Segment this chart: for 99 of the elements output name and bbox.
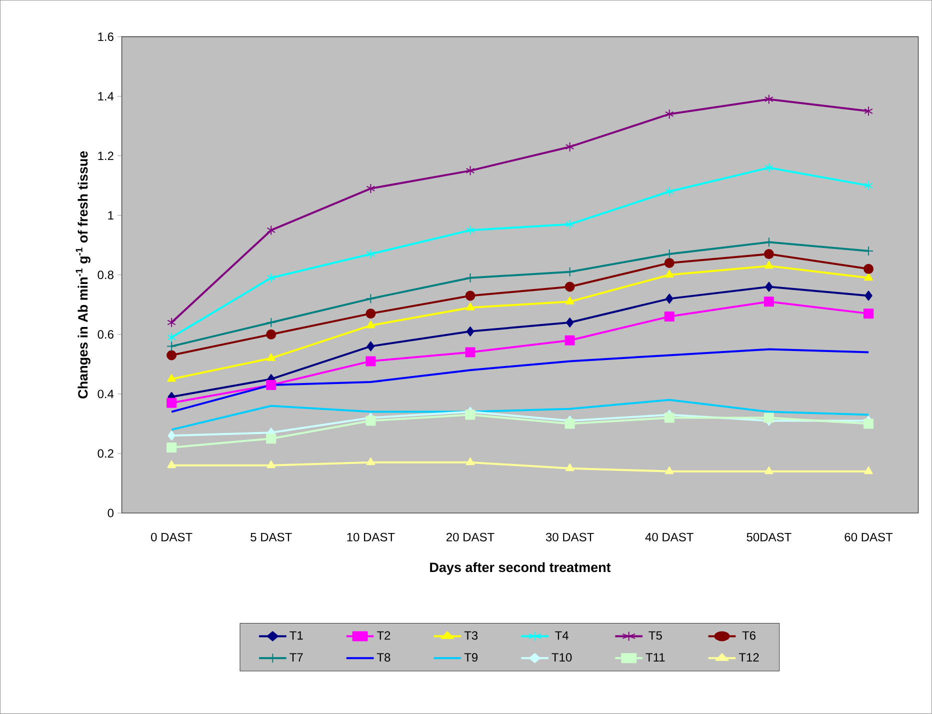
- point: [864, 264, 874, 274]
- y-tick-label: 0: [108, 508, 114, 518]
- point: [764, 412, 774, 423]
- point: [564, 418, 575, 429]
- legend-label: T1: [290, 631, 303, 640]
- point: [864, 272, 873, 281]
- legend-label: T11: [646, 653, 665, 662]
- legend-label: T7: [290, 653, 303, 662]
- point: [566, 318, 574, 328]
- x-axis-title: Days after second treatment: [430, 562, 611, 575]
- point: [266, 329, 276, 340]
- y-axis-title: Changes in Ab min$^{-1}$ g$^{-1}$ of fresh tissue: [76, 151, 90, 399]
- point: [366, 416, 376, 426]
- legend-label: T9: [464, 653, 478, 662]
- point: [664, 186, 674, 197]
- point: [565, 142, 574, 152]
- point: [366, 320, 376, 328]
- legend-label: T6: [742, 631, 756, 640]
- x-tick-label: 5 DAST: [250, 532, 292, 542]
- x-tick-label: 10 DAST: [347, 532, 395, 542]
- point: [764, 162, 774, 173]
- y-tick-label: 1.4: [98, 92, 114, 100]
- point: [864, 308, 874, 319]
- legend-label: T3: [464, 631, 478, 640]
- point: [466, 457, 475, 466]
- point: [167, 460, 176, 468]
- point: [664, 109, 674, 120]
- point: [266, 434, 276, 444]
- point: [465, 290, 476, 301]
- point: [764, 296, 774, 307]
- point: [864, 418, 874, 429]
- point: [764, 249, 774, 260]
- y-tick-label: 0.4: [98, 390, 114, 398]
- point: [466, 326, 474, 337]
- x-tick-label: 50DAST: [746, 532, 792, 542]
- point: [366, 341, 375, 352]
- point: [166, 398, 177, 408]
- point: [466, 225, 475, 236]
- point: [166, 341, 177, 352]
- y-tick-label: 0.8: [98, 270, 114, 280]
- point: [167, 374, 176, 382]
- x-tick-label: 20 DAST: [446, 532, 494, 542]
- point: [466, 166, 475, 176]
- point: [266, 460, 276, 468]
- y-tick-label: 1: [108, 211, 114, 220]
- point: [565, 463, 574, 472]
- x-tick-label: 30 DAST: [546, 532, 594, 542]
- point: [266, 272, 276, 283]
- legend-label: T2: [376, 631, 390, 640]
- point: [266, 225, 276, 236]
- point: [864, 180, 873, 191]
- point: [366, 356, 376, 366]
- point: [666, 294, 674, 304]
- point: [266, 318, 276, 328]
- point: [366, 249, 376, 260]
- point: [564, 335, 575, 346]
- point: [565, 219, 574, 230]
- point: [664, 312, 674, 322]
- legend-label: T12: [738, 653, 759, 662]
- point: [167, 332, 176, 342]
- point: [664, 466, 674, 474]
- y-tick-label: 1.2: [98, 152, 114, 160]
- point: [565, 296, 574, 304]
- legend-label: T4: [555, 631, 568, 640]
- point: [664, 270, 674, 278]
- point: [765, 282, 773, 292]
- y-tick-label: 0.6: [98, 330, 114, 339]
- point: [864, 466, 873, 474]
- point: [564, 282, 575, 292]
- point: [366, 308, 376, 319]
- legend-label: T10: [552, 653, 572, 662]
- point: [366, 294, 376, 304]
- point: [764, 261, 774, 269]
- point: [564, 266, 575, 277]
- y-tick-label: 0.2: [98, 449, 114, 458]
- point: [168, 430, 176, 441]
- point: [864, 290, 872, 301]
- x-tick-label: 60 DAST: [844, 532, 893, 542]
- x-tick-label: 40 DAST: [645, 532, 694, 542]
- point: [167, 318, 176, 328]
- point: [465, 347, 476, 358]
- point: [266, 353, 276, 362]
- line-series: [170, 348, 870, 413]
- point: [465, 410, 476, 420]
- point: [266, 380, 276, 390]
- legend-label: T5: [648, 631, 662, 640]
- point: [466, 302, 475, 310]
- point: [366, 184, 376, 194]
- point: [664, 258, 674, 268]
- point: [764, 466, 774, 474]
- point: [764, 94, 774, 104]
- point: [864, 106, 873, 116]
- y-tick-label: 1.6: [98, 32, 114, 42]
- point: [664, 412, 674, 423]
- legend-label: T8: [376, 653, 390, 662]
- point: [366, 457, 376, 466]
- point: [166, 442, 177, 453]
- point: [166, 350, 177, 360]
- x-tick-label: 0 DAST: [151, 532, 192, 542]
